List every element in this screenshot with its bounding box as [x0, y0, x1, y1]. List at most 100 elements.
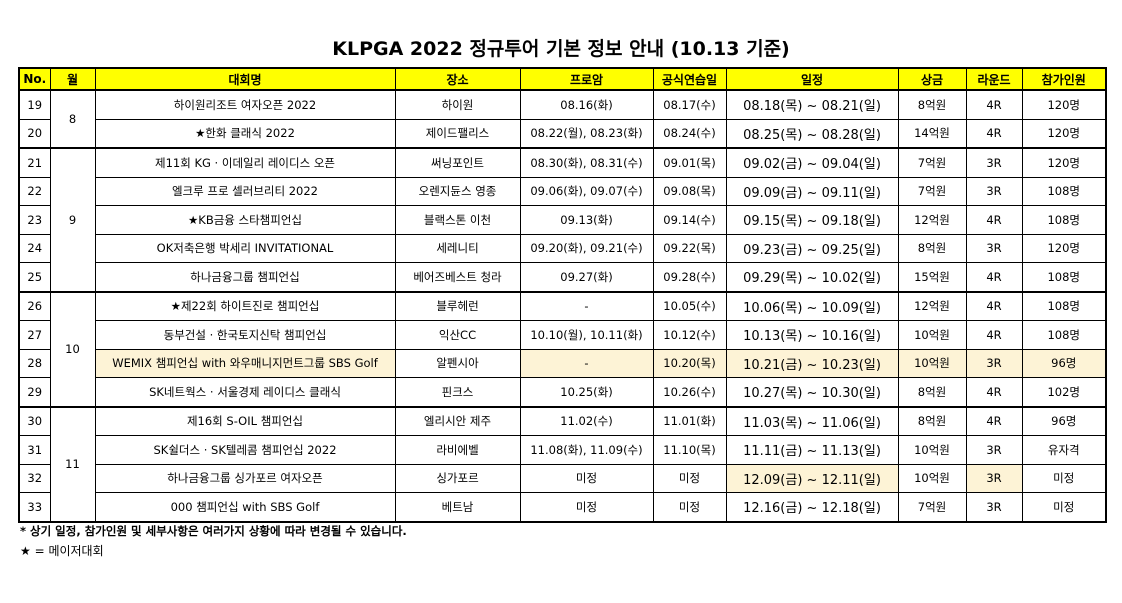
footnote: * 상기 일정, 참가인원 및 세부사항은 여러가지 상황에 따라 변경될 수 …: [20, 524, 407, 538]
cell-schedule: 10.21(금) ~ 10.23(일): [725, 348, 899, 378]
header-prize: 상금: [897, 67, 967, 91]
cell-venue: 싱가포르: [394, 463, 521, 493]
header-schedule: 일정: [725, 67, 899, 91]
cell-venue: 세레니티: [394, 233, 521, 263]
month-cell: 11: [49, 405, 96, 523]
cell-round: 3R: [965, 233, 1023, 263]
cell-prize: 14억원: [897, 118, 967, 149]
cell-proam: 미정: [519, 463, 654, 493]
cell-proam: 09.06(화), 09.07(수): [519, 176, 654, 206]
cell-schedule: 09.09(금) ~ 09.11(일): [725, 176, 899, 206]
cell-prize: 15억원: [897, 262, 967, 292]
cell-players: 108명: [1021, 205, 1107, 235]
cell-round: 3R: [965, 435, 1023, 465]
cell-proam: 미정: [519, 492, 654, 523]
table-row: 20 ★한화 클래식 2022 제이드팰리스 08.22(월), 08.23(화) 08…: [18, 118, 1107, 149]
cell-schedule: 12.16(금) ~ 12.18(일): [725, 492, 899, 523]
cell-round: 4R: [965, 405, 1023, 436]
cell-players: 120명: [1021, 118, 1107, 149]
cell-proam: 09.27(화): [519, 262, 654, 292]
month-cell: 9: [49, 147, 96, 292]
cell-schedule: 10.06(목) ~ 10.09(일): [725, 290, 899, 321]
cell-name: 하이원리조트 여자오픈 2022: [94, 89, 396, 120]
cell-proam: 09.20(화), 09.21(수): [519, 233, 654, 263]
table-row: 25 하나금융그룹 챔피언십 베어즈베스트 청라 09.27(화) 09.28(수) 09…: [18, 262, 1107, 292]
cell-round: 4R: [965, 118, 1023, 149]
cell-venue: 베트남: [394, 492, 521, 523]
row-no: 29: [18, 377, 51, 407]
cell-round: 4R: [965, 89, 1023, 120]
table-row: 22 엘크루 프로 셀러브리티 2022 오렌지듄스 영종 09.06(화), 09.…: [18, 176, 1107, 206]
cell-venue: 블랙스톤 이천: [394, 205, 521, 235]
cell-round: 4R: [965, 320, 1023, 350]
cell-practice: 10.26(수): [652, 377, 727, 407]
cell-round: 3R: [965, 492, 1023, 523]
cell-prize: 8억원: [897, 405, 967, 436]
cell-practice: 11.10(목): [652, 435, 727, 465]
cell-proam: 08.30(화), 08.31(수): [519, 147, 654, 178]
cell-proam: 08.16(화): [519, 89, 654, 120]
header-no: No.: [18, 67, 51, 91]
cell-practice: 11.01(화): [652, 405, 727, 436]
cell-name: ★KB금융 스타챔피언십: [94, 205, 396, 235]
cell-round: 3R: [965, 176, 1023, 206]
header-practice: 공식연습일: [652, 67, 727, 91]
cell-name: WEMIX 챔피언십 with 와우매니지먼트그룹 SBS Golf: [94, 348, 396, 378]
cell-venue: 써닝포인트: [394, 147, 521, 178]
cell-prize: 10억원: [897, 348, 967, 378]
cell-name: 동부건설 · 한국토지신탁 챔피언십: [94, 320, 396, 350]
cell-prize: 7억원: [897, 492, 967, 523]
cell-name: ★제22회 하이트진로 챔피언십: [94, 290, 396, 321]
page-title: KLPGA 2022 정규투어 기본 정보 안내 (10.13 기준): [332, 38, 790, 60]
cell-practice: 09.14(수): [652, 205, 727, 235]
cell-venue: 엘리시안 제주: [394, 405, 521, 436]
cell-prize: 10억원: [897, 435, 967, 465]
cell-players: 108명: [1021, 262, 1107, 292]
cell-venue: 하이원: [394, 89, 521, 120]
cell-name: SK네트웍스 · 서울경제 레이디스 클래식: [94, 377, 396, 407]
cell-prize: 12억원: [897, 205, 967, 235]
cell-round: 4R: [965, 377, 1023, 407]
cell-prize: 8억원: [897, 89, 967, 120]
cell-prize: 8억원: [897, 377, 967, 407]
cell-prize: 8억원: [897, 233, 967, 263]
row-no: 27: [18, 320, 51, 350]
header-row: No. 월 대회명 장소 프로암 공식연습일 일정 상금 라운드 참가인원: [18, 67, 1107, 91]
header-name: 대회명: [94, 67, 396, 91]
cell-schedule: 08.25(목) ~ 08.28(일): [725, 118, 899, 149]
cell-venue: 라비에벨: [394, 435, 521, 465]
cell-name: 하나금융그룹 챔피언십: [94, 262, 396, 292]
cell-round: 4R: [965, 262, 1023, 292]
cell-practice: 09.01(목): [652, 147, 727, 178]
row-no: 33: [18, 492, 51, 523]
cell-round: 3R: [965, 463, 1023, 493]
table-row: 31 SK쉴더스 · SK텔레콤 챔피언십 2022 라비에벨 11.08(화), 1…: [18, 435, 1107, 465]
cell-players: 102명: [1021, 377, 1107, 407]
cell-proam: 09.13(화): [519, 205, 654, 235]
cell-players: 108명: [1021, 290, 1107, 321]
cell-venue: 제이드팰리스: [394, 118, 521, 149]
row-no: 32: [18, 463, 51, 493]
cell-schedule: 08.18(목) ~ 08.21(일): [725, 89, 899, 120]
row-no: 31: [18, 435, 51, 465]
cell-proam: 11.08(화), 11.09(수): [519, 435, 654, 465]
cell-proam: 11.02(수): [519, 405, 654, 436]
cell-players: 120명: [1021, 233, 1107, 263]
cell-venue: 블루헤런: [394, 290, 521, 321]
cell-name: 000 챔피언십 with SBS Golf: [94, 492, 396, 523]
schedule-table: No. 월 대회명 장소 프로암 공식연습일 일정 상금 라운드 참가인원 19…: [18, 67, 1107, 523]
cell-prize: 10억원: [897, 463, 967, 493]
cell-schedule: 10.13(목) ~ 10.16(일): [725, 320, 899, 350]
cell-practice: 10.05(수): [652, 290, 727, 321]
cell-name: 하나금융그룹 싱가포르 여자오픈: [94, 463, 396, 493]
cell-practice: 09.22(목): [652, 233, 727, 263]
cell-players: 96명: [1021, 405, 1107, 436]
cell-name: 제11회 KG · 이데일리 레이디스 오픈: [94, 147, 396, 178]
cell-players: 미정: [1021, 492, 1107, 523]
cell-schedule: 09.23(금) ~ 09.25(일): [725, 233, 899, 263]
cell-practice: 09.28(수): [652, 262, 727, 292]
cell-practice: 08.24(수): [652, 118, 727, 149]
row-no: 22: [18, 176, 51, 206]
cell-proam: 10.10(월), 10.11(화): [519, 320, 654, 350]
cell-schedule: 10.27(목) ~ 10.30(일): [725, 377, 899, 407]
